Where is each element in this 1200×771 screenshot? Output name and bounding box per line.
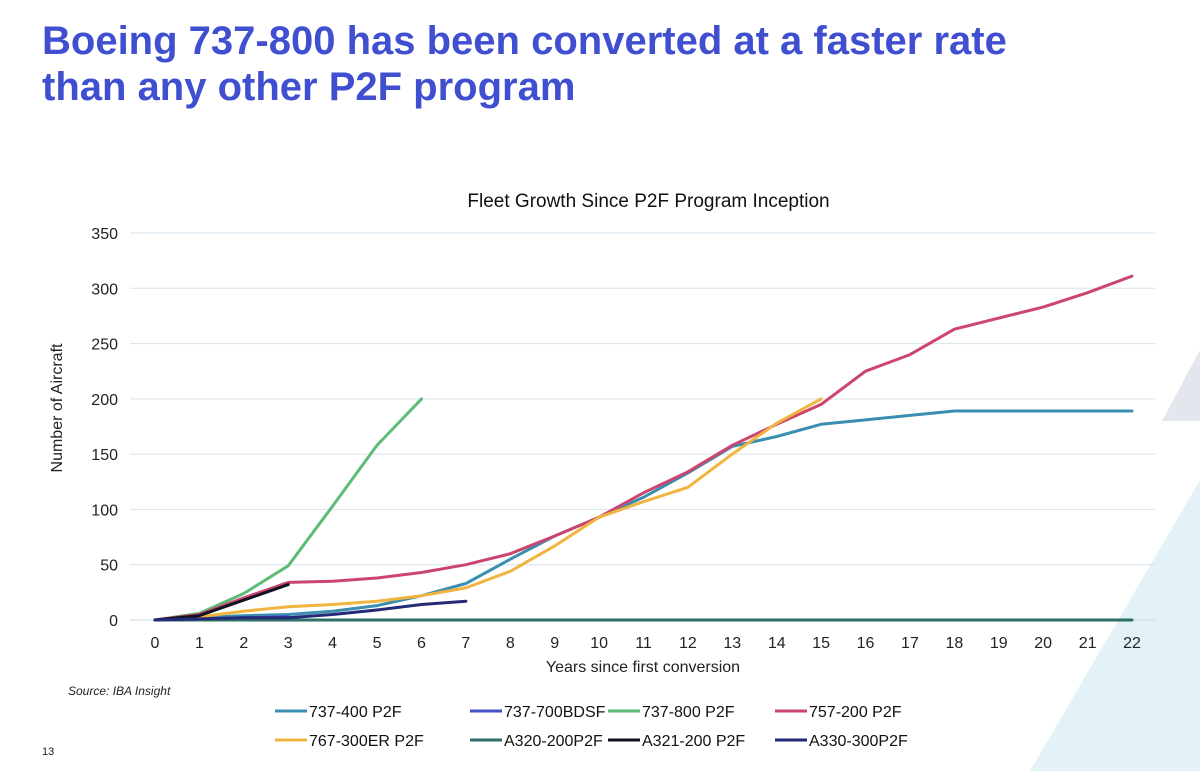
x-tick-label: 17 — [901, 635, 919, 652]
series-line-757-200-p2f — [153, 274, 1134, 622]
series-line-737-400-p2f — [153, 409, 1134, 622]
x-tick-label: 11 — [635, 635, 652, 652]
x-tick-label: 14 — [768, 635, 786, 652]
x-tick-label: 21 — [1079, 635, 1097, 652]
series-line-a321-200-p2f — [153, 583, 290, 622]
x-tick-label: 1 — [195, 635, 204, 652]
x-tick-label: 19 — [990, 635, 1008, 652]
x-tick-label: 8 — [506, 635, 515, 652]
y-tick-label: 200 — [91, 392, 118, 409]
x-tick-label: 9 — [550, 635, 559, 652]
page-number: 13 — [42, 746, 55, 758]
deco-gray-triangle — [1162, 350, 1200, 421]
x-tick-label: 3 — [284, 635, 293, 652]
x-tick-label: 18 — [945, 635, 963, 652]
legend-label-767-300er-p2f: 767-300ER P2F — [309, 733, 424, 750]
y-tick-label: 300 — [91, 281, 118, 298]
deco-light-stripe — [1030, 480, 1200, 771]
x-tick-label: 0 — [151, 635, 160, 652]
source-note: Source: IBA Insight — [68, 684, 171, 698]
y-tick-label: 150 — [91, 447, 118, 464]
legend-label-737-400-p2f: 737-400 P2F — [309, 704, 402, 721]
legend-label-737-700bdsf: 737-700BDSF — [504, 704, 606, 721]
x-tick-label: 2 — [239, 635, 248, 652]
legend-label-757-200-p2f: 757-200 P2F — [809, 704, 902, 721]
x-tick-label: 13 — [723, 635, 741, 652]
series-line-a330-300p2f — [153, 599, 468, 622]
y-axis-title: Number of Aircraft — [49, 343, 66, 472]
legend-label-737-800-p2f: 737-800 P2F — [642, 704, 735, 721]
legend-label-a330-300p2f: A330-300P2F — [809, 733, 908, 750]
x-tick-label: 6 — [417, 635, 426, 652]
x-tick-label: 22 — [1123, 635, 1141, 652]
series-line-767-300er-p2f — [153, 397, 823, 622]
x-tick-label: 10 — [590, 635, 608, 652]
y-tick-label: 0 — [109, 613, 118, 630]
x-tick-label: 4 — [328, 635, 337, 652]
legend-label-a320-200p2f: A320-200P2F — [504, 733, 603, 750]
x-tick-label: 15 — [812, 635, 830, 652]
y-tick-label: 50 — [100, 558, 118, 575]
legend-label-a321-200-p2f: A321-200 P2F — [642, 733, 745, 750]
x-tick-label: 12 — [679, 635, 697, 652]
x-tick-label: 5 — [373, 635, 382, 652]
y-tick-label: 100 — [91, 502, 118, 519]
slide-title-line-1: Boeing 737-800 has been converted at a f… — [42, 19, 1007, 63]
x-tick-label: 16 — [857, 635, 875, 652]
chart-title: Fleet Growth Since P2F Program Inception — [467, 191, 829, 212]
x-axis-title: Years since first conversion — [546, 659, 740, 676]
slide-title-line-2: than any other P2F program — [42, 65, 576, 109]
slide-title: Boeing 737-800 has been converted at a f… — [42, 18, 1142, 110]
x-tick-label: 7 — [461, 635, 470, 652]
y-tick-label: 250 — [91, 337, 118, 354]
y-tick-label: 350 — [91, 226, 118, 243]
x-tick-label: 20 — [1034, 635, 1052, 652]
